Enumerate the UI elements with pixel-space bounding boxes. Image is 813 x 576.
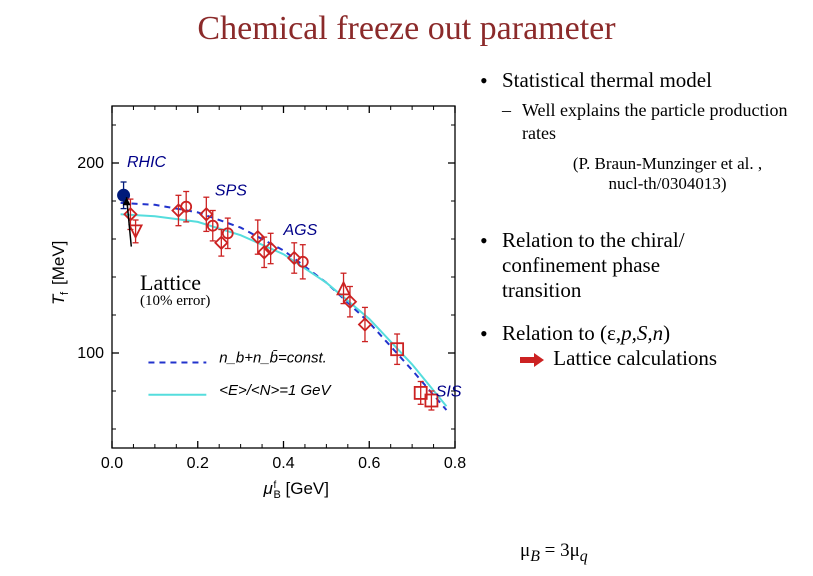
svg-text:<E>/<N>=1 GeV: <E>/<N>=1 GeV [219,382,332,399]
bullet-2-l3: transition [502,278,581,302]
svg-text:100: 100 [77,345,104,362]
svg-text:AGS: AGS [283,222,318,239]
red-arrow-icon [520,355,544,365]
bullet-1: Statistical thermal model Well explains … [480,68,793,194]
page-title: Chemical freeze out parameter [0,0,813,48]
svg-text:0.8: 0.8 [444,455,466,472]
svg-text:f: f [274,480,277,491]
mu-equation: μB = 3μq [520,540,588,566]
svg-text:0.4: 0.4 [272,455,294,472]
svg-text:[GeV]: [GeV] [286,479,329,498]
svg-text:200: 200 [77,155,104,172]
svg-text:μ: μ [263,479,274,498]
bullet-2: Relation to the chiral/ confinement phas… [480,228,793,303]
svg-text:SPS: SPS [215,182,247,199]
citation-line1: (P. Braun-Munzinger et al. , [573,154,762,173]
bullet-3-arrow-text: Lattice calculations [553,346,717,370]
citation-line2: nucl-th/0304013) [608,174,726,193]
svg-text:f: f [59,291,71,295]
svg-text:[MeV]: [MeV] [49,241,68,285]
bullet-1-text: Statistical thermal model [502,68,712,92]
citation: (P. Braun-Munzinger et al. , nucl-th/030… [502,154,793,194]
lattice-error-label: (10% error) [140,293,210,310]
bullet-2-l2: confinement phase [502,253,660,277]
bullet-2-l1: Relation to the chiral/ [502,228,685,252]
svg-text:n_b+n_b̄=const.: n_b+n_b̄=const. [219,350,327,367]
svg-text:0.6: 0.6 [358,455,380,472]
freezeout-chart: 0.00.20.40.60.8100200μBf [GeV]Tf [MeV]RH… [40,68,470,528]
svg-text:RHIC: RHIC [127,154,167,171]
svg-text:0.0: 0.0 [101,455,123,472]
bullet-1-sub: Well explains the particle production ra… [502,99,793,144]
svg-text:0.2: 0.2 [187,455,209,472]
bullet-text: Statistical thermal model Well explains … [470,68,793,528]
bullet-3: Relation to (ε,p,S,n) Lattice calculatio… [480,321,793,371]
content-row: 0.00.20.40.60.8100200μBf [GeV]Tf [MeV]RH… [0,48,813,528]
bullet-3-text: Relation to (ε,p,S,n) [502,321,670,345]
svg-text:SIS: SIS [436,384,462,401]
